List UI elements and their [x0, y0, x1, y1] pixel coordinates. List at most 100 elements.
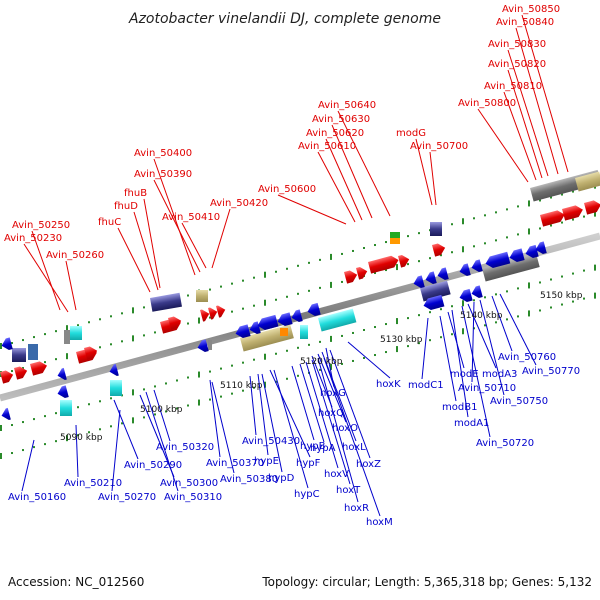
gene-label-forward[interactable]: Avin_50630: [312, 114, 370, 125]
gene-block-rev-cyan-a[interactable]: [110, 380, 122, 396]
gene-label-forward[interactable]: fhuD: [114, 201, 138, 212]
gene-label-forward[interactable]: Avin_50640: [318, 100, 376, 111]
gene-block-fhu[interactable]: [150, 292, 182, 312]
gene-arrow-forward[interactable]: [14, 365, 29, 380]
gene-block-hox-orange[interactable]: [280, 328, 288, 336]
gene-arrow-forward[interactable]: [216, 304, 227, 318]
gene-label-reverse[interactable]: Avin_50310: [164, 492, 222, 503]
gene-label-forward[interactable]: Avin_50610: [298, 141, 356, 152]
gene-label-reverse[interactable]: Avin_50320: [156, 442, 214, 453]
gene-label-reverse[interactable]: modA3: [482, 369, 517, 380]
gene-label-reverse[interactable]: hypF: [296, 458, 321, 469]
gene-arrow-reverse[interactable]: [470, 259, 483, 273]
gene-arrow-reverse[interactable]: [424, 271, 437, 285]
gene-label-forward[interactable]: fhuC: [98, 217, 121, 228]
gene-label-reverse[interactable]: hoxT: [336, 485, 361, 496]
gene-label-reverse[interactable]: Avin_50710: [458, 383, 516, 394]
gene-label-forward[interactable]: Avin_50410: [162, 212, 220, 223]
gene-arrow-forward[interactable]: [168, 315, 183, 330]
gene-label-reverse[interactable]: hoxM: [366, 517, 393, 528]
gene-label-forward[interactable]: Avin_50850: [502, 4, 560, 15]
gene-label-reverse[interactable]: hypB: [300, 441, 326, 452]
gene-block-left-navy[interactable]: [12, 348, 26, 362]
gene-block-rev-gray-small[interactable]: [208, 340, 212, 350]
gene-arrow-reverse[interactable]: [108, 363, 119, 378]
gene-label-reverse[interactable]: Avin_50370: [206, 458, 264, 469]
gene-label-reverse[interactable]: hoxL: [342, 442, 366, 453]
gene-label-forward[interactable]: Avin_50230: [4, 233, 62, 244]
gene-label-reverse[interactable]: hoxO: [332, 423, 358, 434]
gene-arrow-reverse[interactable]: [484, 251, 511, 270]
gene-label-forward[interactable]: Avin_50600: [258, 184, 316, 195]
gene-label-reverse[interactable]: Avin_50300: [160, 478, 218, 489]
gene-arrow-forward[interactable]: [356, 265, 369, 280]
gene-label-reverse[interactable]: Avin_50770: [522, 366, 580, 377]
gene-block-green[interactable]: [390, 232, 400, 238]
gene-arrow-forward[interactable]: [432, 242, 447, 257]
gene-block-left-cyan[interactable]: [70, 326, 82, 340]
gene-label-reverse[interactable]: Avin_50290: [124, 460, 182, 471]
gene-label-reverse[interactable]: Avin_50210: [64, 478, 122, 489]
gene-label-reverse[interactable]: hoxZ: [356, 459, 381, 470]
gene-label-forward[interactable]: Avin_50250: [12, 220, 70, 231]
gene-arrow-reverse[interactable]: [436, 267, 449, 281]
gene-block-rev-gray[interactable]: [482, 253, 540, 282]
gene-arrow-reverse[interactable]: [56, 385, 69, 399]
gene-label-reverse[interactable]: Avin_50270: [98, 492, 156, 503]
gene-label-forward[interactable]: Avin_50400: [134, 148, 192, 159]
gene-label-forward[interactable]: Avin_50700: [410, 141, 468, 152]
gene-arrow-forward[interactable]: [84, 345, 99, 360]
gene-block-left-gray[interactable]: [64, 330, 70, 344]
gene-arrow-reverse[interactable]: [196, 339, 209, 353]
gene-label-reverse[interactable]: hypE: [254, 456, 279, 467]
gene-arrow-reverse[interactable]: [534, 241, 547, 255]
gene-block-orange[interactable]: [390, 238, 400, 244]
gene-label-reverse[interactable]: modA1: [454, 418, 489, 429]
gene-label-reverse[interactable]: Avin_50750: [490, 396, 548, 407]
gene-arrow-forward[interactable]: [584, 199, 600, 215]
gene-block-hox-cyan-small[interactable]: [300, 325, 308, 339]
gene-block-fhu-khaki[interactable]: [196, 290, 208, 302]
gene-label-reverse[interactable]: hoxK: [376, 379, 401, 390]
gene-arrow-forward[interactable]: [540, 209, 566, 227]
gene-label-reverse[interactable]: Avin_50720: [476, 438, 534, 449]
gene-label-reverse[interactable]: hypD: [268, 473, 295, 484]
gene-arrow-reverse[interactable]: [0, 407, 11, 422]
gene-label-reverse[interactable]: hoxG: [320, 388, 346, 399]
gene-arrow-reverse[interactable]: [234, 324, 251, 339]
gene-arrow-forward[interactable]: [398, 253, 411, 268]
gene-arrow-reverse[interactable]: [458, 288, 473, 304]
gene-label-forward[interactable]: Avin_50820: [488, 59, 546, 70]
gene-block-modg[interactable]: [430, 222, 442, 236]
gene-arrow-reverse[interactable]: [458, 263, 471, 277]
gene-label-reverse[interactable]: Avin_50760: [498, 352, 556, 363]
gene-label-forward[interactable]: Avin_50420: [210, 198, 268, 209]
gene-label-forward[interactable]: Avin_50810: [484, 81, 542, 92]
gene-arrow-forward[interactable]: [562, 204, 584, 221]
gene-label-forward[interactable]: modG: [396, 128, 426, 139]
gene-block-left-blue[interactable]: [28, 344, 38, 360]
gene-label-reverse[interactable]: hypC: [294, 489, 320, 500]
gene-arrow-reverse[interactable]: [470, 285, 483, 299]
gene-arrow-reverse[interactable]: [422, 294, 445, 312]
gene-arrow-forward[interactable]: [208, 306, 219, 320]
gene-label-forward[interactable]: Avin_50840: [496, 17, 554, 28]
gene-arrow-reverse[interactable]: [306, 302, 321, 318]
gene-arrow-reverse[interactable]: [290, 309, 303, 323]
gene-arrow-forward[interactable]: [344, 269, 359, 284]
gene-label-reverse[interactable]: hoxQ: [318, 408, 344, 419]
gene-label-reverse[interactable]: hoxR: [344, 503, 369, 514]
gene-block-mod-navy[interactable]: [420, 280, 451, 302]
gene-arrow-reverse[interactable]: [0, 337, 13, 351]
gene-arrow-reverse[interactable]: [524, 244, 539, 260]
gene-arrow-forward[interactable]: [30, 360, 49, 376]
gene-label-forward[interactable]: Avin_50390: [134, 169, 192, 180]
gene-label-forward[interactable]: Avin_50620: [306, 128, 364, 139]
gene-arrow-reverse[interactable]: [256, 314, 279, 332]
gene-label-forward[interactable]: Avin_50800: [458, 98, 516, 109]
gene-block-rev-cyan-b[interactable]: [60, 400, 72, 416]
gene-label-reverse[interactable]: hypA: [310, 443, 336, 454]
gene-arrow-reverse[interactable]: [56, 367, 67, 382]
gene-label-reverse[interactable]: modE: [450, 369, 479, 380]
gene-arrow-reverse[interactable]: [508, 248, 525, 263]
